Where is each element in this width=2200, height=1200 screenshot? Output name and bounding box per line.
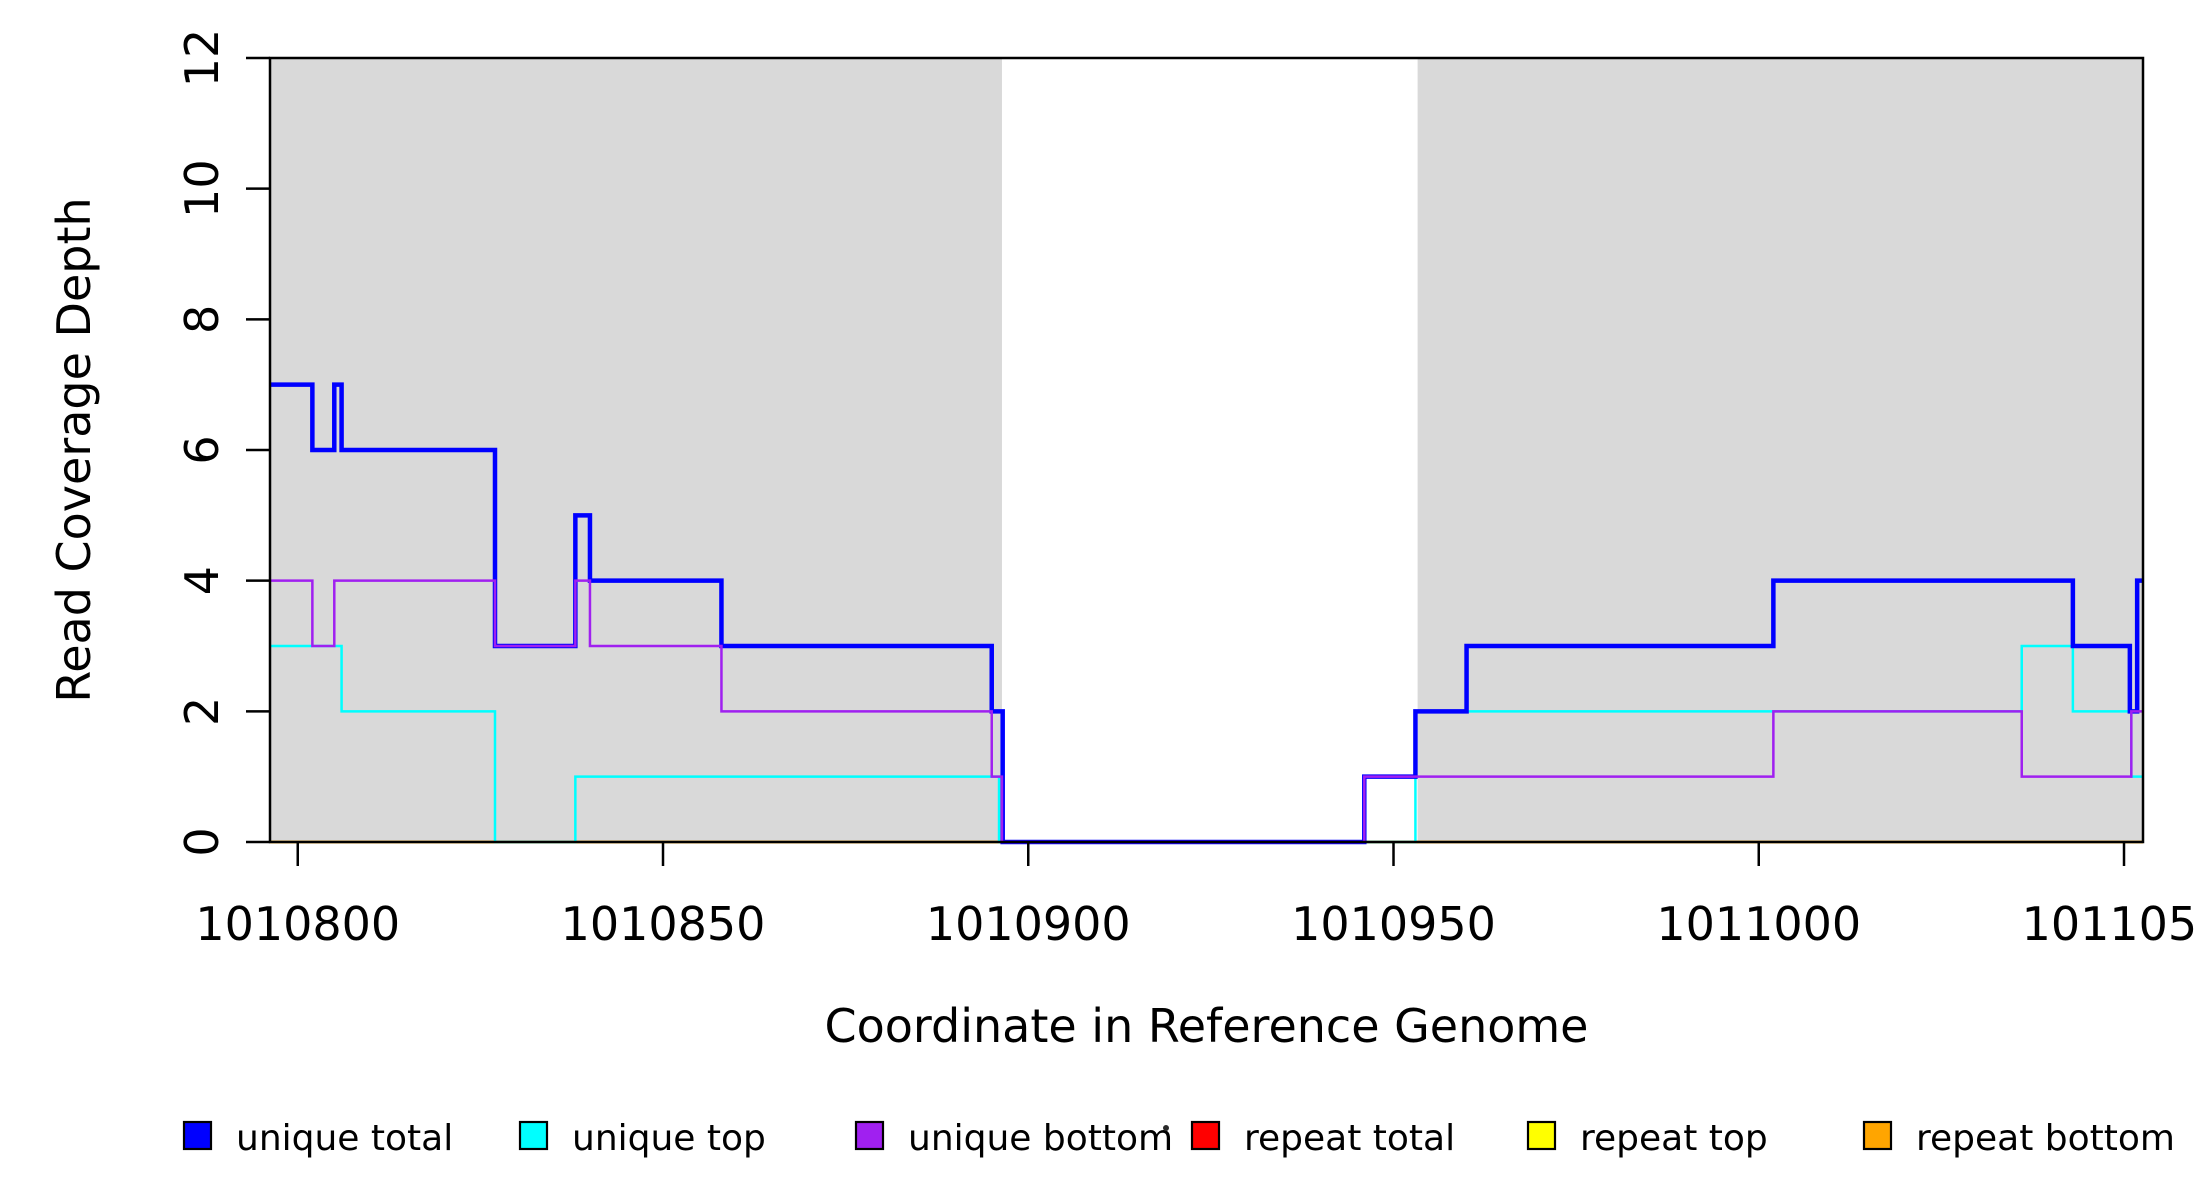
legend-item-unique-bottom: unique bottom <box>854 1118 1173 1159</box>
legend-label: repeat top <box>1580 1118 1768 1159</box>
y-tick-label: 2 <box>175 697 229 726</box>
legend-swatch-unique-total <box>182 1120 213 1151</box>
shaded-region-right <box>1417 58 2143 842</box>
y-tick-label: 6 <box>175 435 229 464</box>
y-axis-title: Read Coverage Depth <box>47 197 101 702</box>
series-unique-total <box>270 382 2143 845</box>
legend-label: unique top <box>572 1118 766 1159</box>
legend-swatch-unique-bottom <box>854 1120 885 1151</box>
y-tick-label: 12 <box>175 29 229 88</box>
legend-label: unique bottom <box>908 1118 1173 1159</box>
legend-item-unique-total: unique total <box>182 1118 453 1159</box>
x-tick-label: 1010850 <box>561 897 766 951</box>
legend-label: repeat total <box>1244 1118 1455 1159</box>
legend-item-repeat-top: repeat top <box>1526 1118 1768 1159</box>
x-tick-label: 1011000 <box>1656 897 1861 951</box>
y-tick-label: 8 <box>175 305 229 334</box>
legend-item-repeat-bottom: repeat bottom <box>1862 1118 2175 1159</box>
y-tick-label: 10 <box>175 159 229 218</box>
legend-swatch-unique-top <box>518 1120 549 1151</box>
legend-swatch-repeat-top <box>1526 1120 1557 1151</box>
x-tick-label: 1010900 <box>926 897 1131 951</box>
legend-label: repeat bottom <box>1916 1118 2175 1159</box>
legend-item-repeat-total: repeat total <box>1190 1118 1455 1159</box>
x-tick-label: 1010800 <box>195 897 400 951</box>
legend-artifact-dot <box>1163 1125 1169 1131</box>
legend-swatch-repeat-total <box>1190 1120 1221 1151</box>
y-tick-label: 4 <box>175 566 229 595</box>
legend-label: unique total <box>236 1118 453 1159</box>
legend-swatch-repeat-bottom <box>1862 1120 1893 1151</box>
series-unique-bottom <box>270 579 2143 844</box>
x-tick-label: 1010950 <box>1291 897 1496 951</box>
x-axis-title: Coordinate in Reference Genome <box>825 999 1589 1053</box>
legend-item-unique-top: unique top <box>518 1118 766 1159</box>
y-tick-label: 0 <box>175 827 229 856</box>
